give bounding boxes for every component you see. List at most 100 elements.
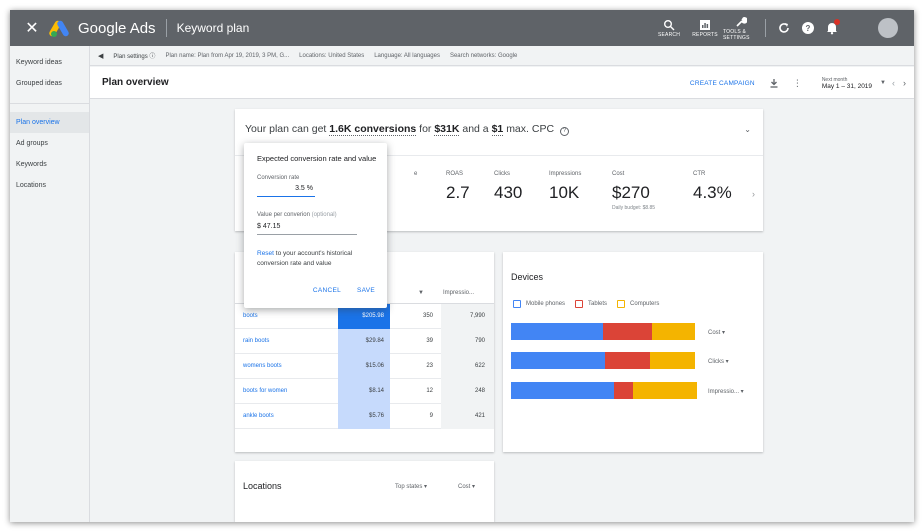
keyword-clicks: 12 — [426, 388, 433, 394]
bar-segment-mobile — [511, 382, 614, 399]
sort-arrow-icon[interactable]: ▼ — [418, 290, 424, 296]
metric-impressions: Impressions 10K — [549, 171, 582, 202]
devices-bar-cost[interactable] — [511, 323, 695, 340]
sidebar-item-keywords[interactable]: Keywords — [16, 161, 47, 168]
computer-icon — [617, 300, 626, 308]
value-per-conversion-input[interactable]: $ 47.15 — [257, 223, 357, 235]
reset-link[interactable]: Reset — [257, 250, 274, 257]
devices-bar-clicks[interactable] — [511, 352, 695, 369]
plan-locations[interactable]: Locations: United States — [299, 52, 365, 59]
table-row[interactable]: boots for women $8.14 12 248 — [235, 379, 494, 404]
sidebar-item-ad-groups[interactable]: Ad groups — [16, 140, 48, 147]
expand-icon[interactable]: ⌄ — [744, 125, 751, 134]
keyword-link[interactable]: ankle boots — [243, 413, 274, 419]
notifications-button[interactable] — [820, 16, 844, 40]
keyword-impressions: 790 — [474, 338, 485, 344]
sidebar-item-plan-overview[interactable]: Plan overview — [10, 112, 89, 133]
legend-item-computers[interactable]: Computers — [617, 300, 659, 308]
chevron-left-icon[interactable]: ‹ — [892, 78, 895, 88]
plan-headline: Your plan can get 1.6K conversions for $… — [245, 123, 569, 136]
refresh-button[interactable] — [772, 16, 796, 40]
top-app-bar: ✕ Google Ads Keyword plan SEARCH REPORTS… — [10, 10, 914, 46]
metric-cost: Cost $270 Daily budget: $8.85 — [612, 171, 656, 211]
tools-settings-button[interactable]: TOOLS & SETTINGS — [723, 16, 759, 41]
dropdown-arrow-icon[interactable]: ▼ — [880, 80, 886, 86]
legend-item-mobile[interactable]: Mobile phones — [513, 300, 565, 308]
metric-clicks: Clicks 430 — [494, 171, 523, 202]
google-ads-logo — [48, 19, 72, 38]
bell-icon — [827, 23, 837, 35]
metric-ctr: CTR 4.3% — [693, 171, 732, 202]
date-range-selector[interactable]: Next month May 1 – 31, 2019 — [822, 77, 872, 90]
plan-name[interactable]: Plan name: Plan from Apr 19, 2019, 3 PM,… — [165, 52, 290, 59]
keyword-cost: $15.06 — [338, 354, 390, 379]
help-button[interactable]: ? — [796, 16, 820, 40]
value-per-conversion-label: Value per converion (optional) — [257, 212, 337, 218]
sidebar-item-grouped-ideas[interactable]: Grouped ideas — [16, 80, 62, 87]
conversions-value[interactable]: 1.6K conversions — [329, 123, 417, 136]
conversion-rate-input[interactable]: 3.5 % — [257, 185, 315, 197]
sidebar-item-keyword-ideas[interactable]: Keyword ideas — [16, 59, 62, 66]
save-button[interactable]: SAVE — [356, 287, 375, 294]
keyword-link[interactable]: boots for women — [243, 388, 288, 394]
more-options-icon[interactable]: ⋮ — [792, 77, 802, 88]
keyword-impressions: 421 — [474, 413, 485, 419]
bar-segment-mobile — [511, 352, 605, 369]
devices-legend: Mobile phones Tablets Computers — [513, 300, 669, 308]
conversion-rate-label: Conversion rate — [257, 175, 300, 181]
cancel-button[interactable]: CANCEL — [312, 287, 341, 294]
create-campaign-button[interactable]: CREATE CAMPAIGN — [689, 79, 755, 87]
chevron-right-icon[interactable]: › — [903, 78, 906, 88]
bar-metric-dropdown[interactable]: Impressio... ▾ — [708, 389, 744, 395]
devices-bar-impressions[interactable] — [511, 382, 697, 399]
section-title: Keyword plan — [176, 21, 250, 35]
metric-label-partial: e — [414, 171, 418, 177]
tablet-icon — [575, 300, 584, 308]
plan-settings-link[interactable]: Plan settings ⓘ — [113, 54, 156, 60]
keyword-impressions: 248 — [474, 388, 485, 394]
locations-card: Locations Top states ▾ Cost ▾ — [235, 461, 494, 522]
bar-metric-dropdown[interactable]: Cost ▾ — [708, 330, 726, 336]
legend-item-tablets[interactable]: Tablets — [575, 300, 607, 308]
column-header-impressions[interactable]: Impressio... — [443, 290, 475, 296]
sidebar: Keyword ideas Grouped ideas Plan overvie… — [10, 46, 90, 522]
locations-metric-dropdown[interactable]: Cost ▾ — [458, 484, 476, 490]
table-row[interactable]: womens boots $15.06 23 622 — [235, 354, 494, 379]
metric-roas: ROAS 2.7 — [446, 171, 470, 202]
keyword-link[interactable]: womens boots — [243, 363, 282, 369]
reports-button[interactable]: REPORTS — [687, 19, 723, 38]
locations-title: Locations — [243, 481, 282, 491]
keyword-cost: $5.76 — [338, 404, 390, 429]
help-icon: ? — [802, 22, 814, 34]
chevron-left-icon[interactable]: ◀ — [98, 52, 104, 60]
overview-header: Plan overview CREATE CAMPAIGN ⋮ Next mon… — [90, 67, 914, 99]
sidebar-item-locations[interactable]: Locations — [16, 182, 46, 189]
max-cpc-value[interactable]: $1 — [491, 123, 504, 136]
keyword-link[interactable]: rain boots — [243, 338, 270, 344]
avatar[interactable] — [878, 18, 898, 38]
close-icon[interactable]: ✕ — [25, 20, 39, 37]
table-row[interactable]: rain boots $29.84 39 790 — [235, 329, 494, 354]
keyword-link[interactable]: boots — [243, 313, 258, 319]
keyword-clicks: 350 — [422, 313, 433, 319]
plan-networks[interactable]: Search networks: Google — [449, 52, 518, 59]
keyword-clicks: 39 — [426, 338, 433, 344]
top-states-dropdown[interactable]: Top states ▾ — [395, 484, 428, 490]
cost-value[interactable]: $31K — [434, 123, 460, 136]
table-row[interactable]: boots $205.98 350 7,990 — [235, 304, 494, 329]
date-range-value: May 1 – 31, 2019 — [821, 82, 873, 90]
svg-text:?: ? — [806, 24, 811, 33]
plan-language[interactable]: Language: All languages — [374, 52, 440, 59]
table-row[interactable]: ankle boots $5.76 9 421 — [235, 404, 494, 429]
bar-metric-dropdown[interactable]: Clicks ▾ — [708, 359, 729, 365]
search-button[interactable]: SEARCH — [651, 19, 687, 38]
plan-summary-card: Your plan can get 1.6K conversions for $… — [235, 109, 763, 231]
brand-name: Google Ads — [78, 19, 156, 37]
notification-badge — [834, 19, 840, 25]
keyword-impressions: 622 — [474, 363, 485, 369]
toolbar: SEARCH REPORTS TOOLS & SETTINGS ? — [651, 10, 914, 46]
bar-segment-computers — [633, 382, 697, 399]
download-icon[interactable] — [769, 78, 779, 88]
help-circle-icon[interactable]: ? — [559, 127, 569, 136]
bar-segment-tablets — [605, 352, 650, 369]
